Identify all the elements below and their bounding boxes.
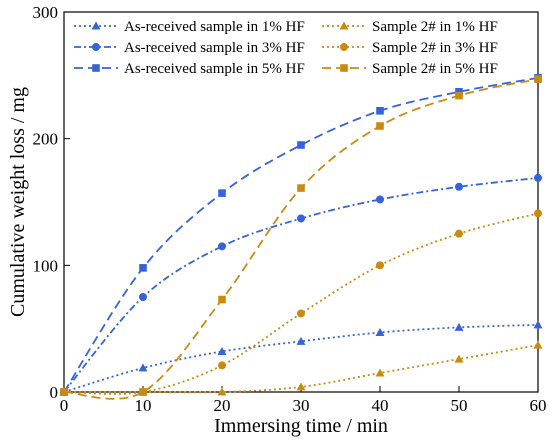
series-line-3: [63, 76, 539, 393]
series-line-6: [63, 78, 539, 400]
data-point-4: [217, 387, 227, 396]
x-tick-label: 30: [293, 396, 310, 415]
data-point-5: [218, 361, 226, 370]
legend-label: Sample 2# in 3% HF: [372, 40, 498, 56]
x-tick-label: 50: [451, 396, 468, 415]
legend-label: As-received sample in 3% HF: [124, 40, 305, 56]
data-point-6: [455, 91, 463, 100]
legend-swatch-marker: [340, 43, 348, 51]
legend-swatch-marker: [340, 64, 348, 72]
legend-label: As-received sample in 5% HF: [124, 61, 305, 77]
y-tick-label: 300: [33, 3, 59, 22]
legend-label: Sample 2# in 5% HF: [372, 61, 498, 77]
data-point-3: [139, 264, 147, 272]
data-point-2: [218, 242, 226, 251]
data-point-6: [218, 295, 226, 304]
y-tick-label: 200: [33, 130, 59, 149]
data-point-4: [296, 382, 306, 391]
legend-swatch-marker: [92, 43, 100, 51]
y-tick-label: 100: [33, 256, 59, 275]
series-lines: [63, 76, 539, 400]
data-point-1: [454, 322, 464, 331]
x-tick-label: 40: [372, 396, 389, 415]
data-point-1: [138, 363, 148, 372]
data-point-3: [218, 189, 226, 197]
axis-ticks: 0 10 20 30 40 50 60 0 100 200 300: [33, 3, 547, 415]
data-point-6: [297, 184, 305, 192]
data-point-2: [297, 214, 305, 223]
data-point-3: [376, 107, 384, 115]
data-point-5: [376, 261, 384, 270]
x-tick-label: 10: [135, 396, 152, 415]
data-point-6: [139, 388, 147, 396]
data-point-6: [376, 122, 384, 130]
x-axis-label: Immersing time / min: [214, 415, 388, 437]
data-point-1: [217, 346, 227, 355]
data-point-4: [533, 340, 543, 349]
legend-swatch-marker: [91, 21, 101, 30]
data-point-2: [139, 293, 147, 301]
data-point-6: [60, 388, 68, 396]
x-tick-label: 60: [530, 396, 547, 415]
data-point-5: [534, 209, 542, 218]
legend-label: Sample 2# in 1% HF: [372, 19, 498, 35]
data-point-5: [297, 309, 305, 318]
legend-label: As-received sample in 1% HF: [124, 19, 305, 35]
legend-swatch-marker: [92, 64, 100, 72]
y-axis-label: Cumulative weight loss / mg: [7, 87, 29, 317]
legend-swatch-marker: [339, 21, 349, 30]
data-point-1: [533, 320, 543, 329]
data-point-2: [455, 182, 463, 191]
series-markers: [59, 74, 543, 396]
series-line-5: [63, 212, 539, 395]
x-tick-label: 20: [214, 396, 231, 415]
data-point-6: [534, 75, 542, 83]
data-point-2: [534, 173, 542, 182]
legend: As-received sample in 1% HF As-received s…: [74, 19, 498, 77]
series-line-2: [63, 177, 539, 393]
data-point-3: [297, 141, 305, 149]
data-point-4: [454, 354, 464, 363]
data-point-1: [375, 327, 385, 336]
y-tick-label: 0: [50, 383, 59, 402]
data-point-2: [376, 195, 384, 204]
x-tick-label: 0: [60, 396, 69, 415]
data-point-1: [296, 336, 306, 345]
data-point-5: [455, 229, 463, 238]
data-point-4: [375, 368, 385, 377]
